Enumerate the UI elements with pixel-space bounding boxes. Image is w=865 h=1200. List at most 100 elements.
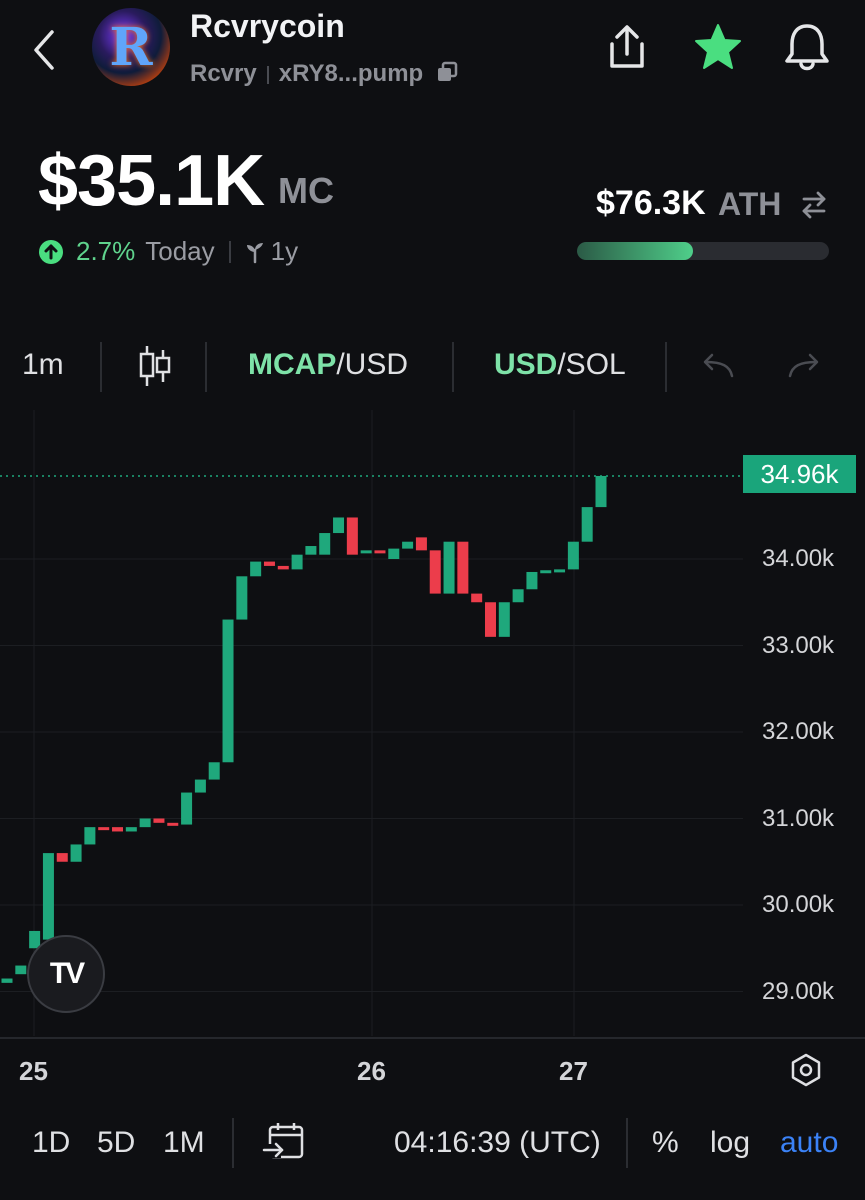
log-scale-button[interactable]: log [710,1126,751,1159]
candle [415,537,427,551]
token-age: 1y [270,236,299,266]
percent-scale-button[interactable]: % [652,1126,679,1159]
y-tick-label: 32.00k [762,718,835,745]
usd-sol-toggle[interactable]: USD/SOL [494,348,626,382]
candle [222,619,234,763]
candle [56,853,68,862]
change-percent: 2.7% [76,236,136,266]
change-period: Today [145,236,215,266]
candlestick-icon [139,346,171,386]
candle [388,548,400,559]
token-avatar: R [92,8,170,86]
swap-arrows-icon [802,191,826,219]
copy-icon[interactable] [436,61,458,83]
x-tick-label: 25 [19,1056,48,1086]
utc-time[interactable]: 04:16:39 (UTC) [394,1126,601,1159]
alert-button[interactable] [782,20,832,79]
candle [263,561,275,566]
calendar-arrow-icon [262,1123,304,1159]
candle [540,570,552,574]
candle [250,561,262,577]
candle [443,541,455,594]
usd-label: USD [494,348,558,381]
share-button[interactable] [604,22,650,77]
goto-date-button[interactable] [262,1120,306,1172]
candle [567,541,579,570]
range-5d-button[interactable]: 5D [97,1126,136,1159]
x-tick-label: 26 [357,1056,386,1086]
interval-selector[interactable]: 1m [22,348,64,381]
candle [498,602,510,637]
candle [236,576,248,620]
candle [112,827,124,832]
candle [346,517,358,555]
chart-settings-button[interactable] [788,1052,824,1093]
favorite-button[interactable] [692,22,744,77]
candle [581,507,593,542]
candle [402,541,414,549]
candle [153,818,165,823]
candle [429,550,441,594]
market-cap-value: $35.1K [38,141,265,221]
candle [512,589,524,603]
token-subtitle: Rcvry xRY8...pump [190,60,458,88]
candle [374,550,386,554]
candle [291,554,303,570]
token-address[interactable]: xRY8...pump [278,60,424,87]
candle [208,762,220,780]
candle [1,978,13,983]
candle [319,533,331,555]
chart-toolbar: 1m MCAP/USD USD/SOL [0,336,865,398]
current-price-label: 34.96k [743,455,856,493]
range-1d-button[interactable]: 1D [32,1126,71,1159]
star-icon [695,24,741,69]
chart-type-button[interactable] [138,344,172,396]
ath-progress-fill [577,242,693,260]
arrow-up-circle-icon [39,239,63,264]
market-cap-unit: MC [278,170,334,211]
swap-toggle[interactable] [800,190,828,225]
candle [98,827,110,831]
candle [360,550,372,554]
candle [595,475,607,508]
ath-value: $76.3K [596,184,706,222]
mcap-usd-label: /USD [336,348,409,381]
candle [84,827,96,845]
share-icon [610,25,644,68]
y-tick-label: 30.00k [762,891,835,918]
candle [15,965,27,975]
y-tick-label: 31.00k [762,804,835,832]
undo-icon [703,353,734,378]
candle [471,593,483,603]
ath-label: ATH [718,186,782,222]
candle [277,565,289,570]
candle [194,779,206,793]
candle [526,571,538,590]
candle [484,602,496,637]
change-row: 2.7% Today 1y [38,236,298,267]
range-1m-button[interactable]: 1M [163,1126,205,1159]
candle [29,930,41,949]
auto-scale-button[interactable]: auto [780,1126,839,1159]
token-name: Rcvrycoin [190,8,345,44]
usd-sol-label: /SOL [557,348,626,381]
token-ticker: Rcvry [190,60,257,87]
candle [305,546,317,555]
mcap-usd-toggle[interactable]: MCAP/USD [248,348,408,382]
settings-hexagon-icon [791,1053,821,1087]
price-chart[interactable] [0,0,865,1100]
x-tick-label: 27 [559,1056,588,1086]
redo-button[interactable] [786,352,822,388]
mcap-label: MCAP [248,348,337,381]
candle [42,853,54,940]
back-button[interactable] [28,26,62,74]
tradingview-logo[interactable]: TV [27,935,105,1013]
candle [181,792,193,825]
y-tick-label: 29.00k [762,977,835,1005]
candle [554,569,566,573]
chevron-left-icon [34,30,54,70]
undo-button[interactable] [700,352,736,388]
ath-progress-bar [577,242,829,260]
candle [167,822,179,826]
y-tick-label: 34.00k [762,545,835,572]
